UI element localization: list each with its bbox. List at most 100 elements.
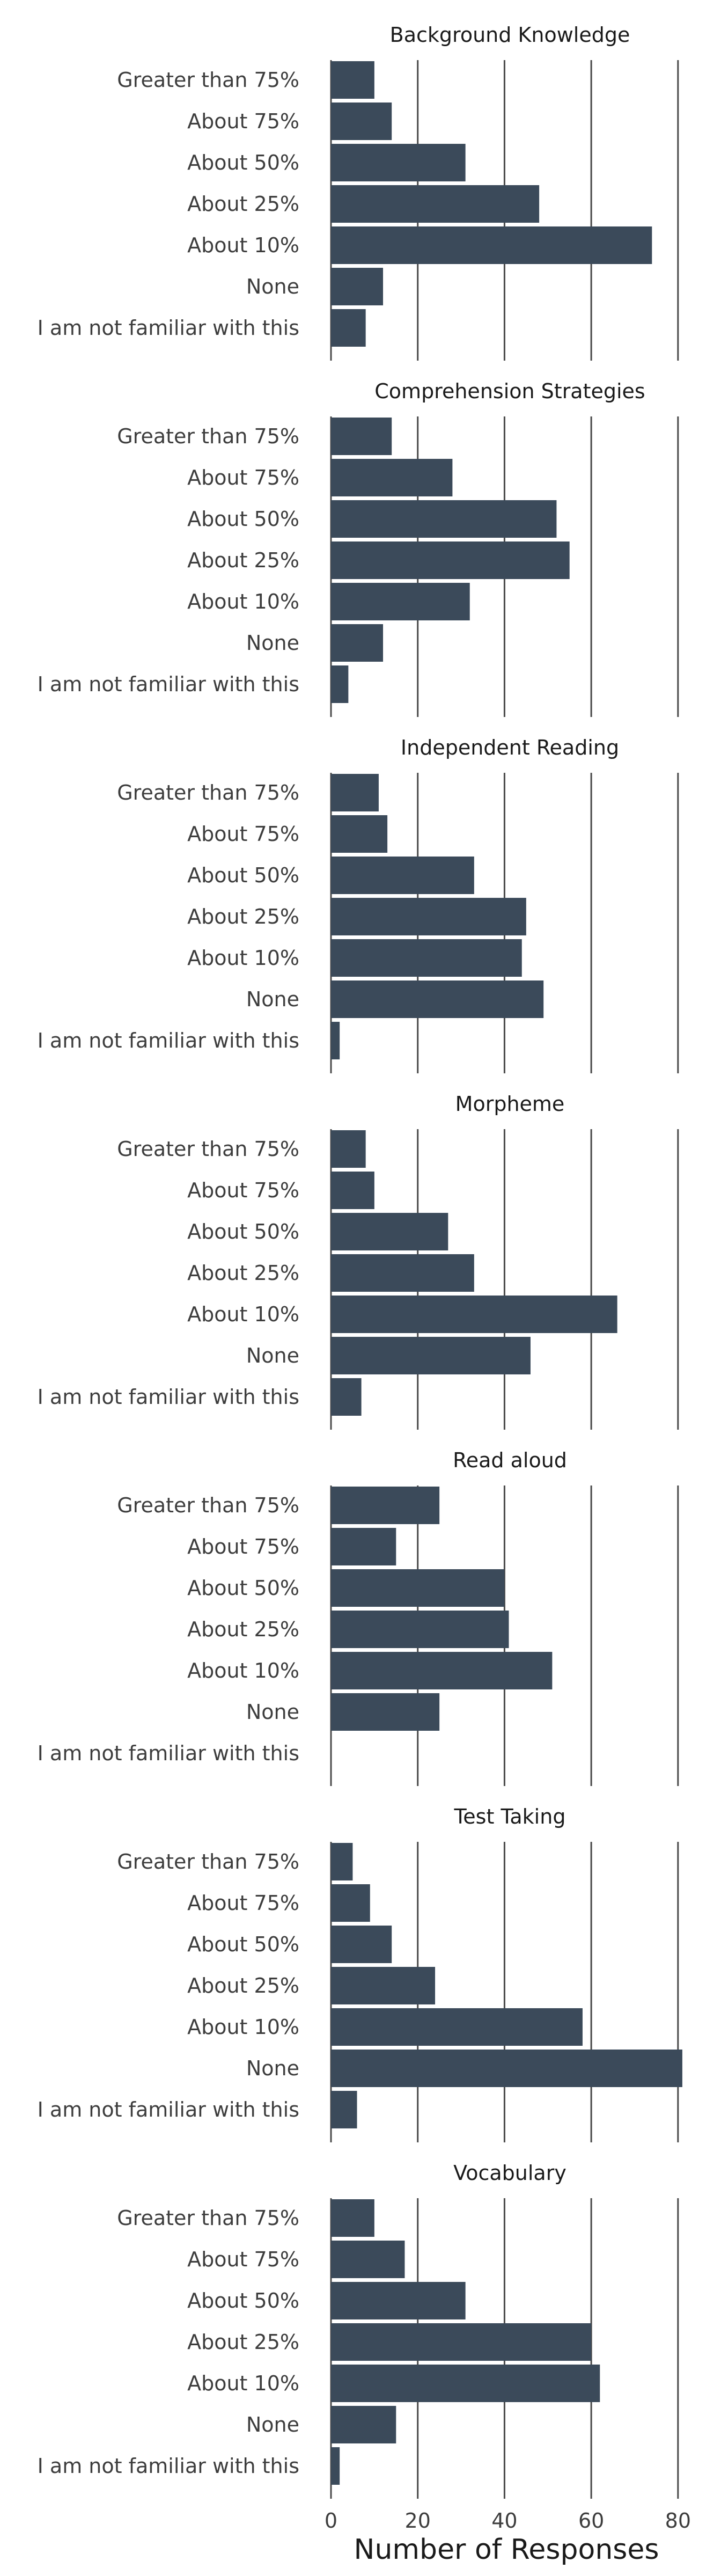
bar	[331, 1130, 366, 1168]
category-label: About 25%	[187, 1618, 299, 1641]
category-label: About 75%	[187, 466, 299, 489]
category-label: About 25%	[187, 548, 299, 572]
bar	[331, 1487, 440, 1524]
category-label: About 10%	[187, 590, 299, 613]
category-label: About 10%	[187, 2372, 299, 2395]
category-label: I am not familiar with this	[38, 1385, 299, 1409]
category-label: About 50%	[187, 151, 299, 174]
bar	[331, 1843, 353, 1880]
category-label: None	[246, 987, 299, 1011]
x-tick-label: 0	[325, 2509, 337, 2533]
category-label: About 25%	[187, 1974, 299, 1997]
category-label: None	[246, 2057, 299, 2080]
category-label: Greater than 75%	[117, 1494, 299, 1517]
panel-title: Comprehension Strategies	[374, 379, 645, 403]
category-label: About 25%	[187, 905, 299, 928]
category-label: About 75%	[187, 2248, 299, 2271]
bar	[331, 144, 466, 181]
x-axis: 0 20 40 60 80	[325, 2509, 691, 2533]
bar	[331, 2199, 374, 2237]
bar	[331, 268, 384, 305]
category-label: About 25%	[187, 1261, 299, 1285]
category-label: About 10%	[187, 1302, 299, 1326]
bar	[331, 1693, 440, 1731]
category-label: I am not familiar with this	[38, 1741, 299, 1765]
category-label: About 10%	[187, 1659, 299, 1682]
bar	[331, 1296, 617, 1333]
bar	[331, 418, 392, 455]
category-label: None	[246, 1344, 299, 1367]
category-label: About 50%	[187, 1933, 299, 1956]
category-label: Greater than 75%	[117, 781, 299, 804]
category-label: Greater than 75%	[117, 2206, 299, 2230]
bar	[331, 1172, 374, 1209]
x-tick-label: 40	[491, 2509, 517, 2533]
category-label: About 10%	[187, 2015, 299, 2039]
panel-title: Morpheme	[455, 1092, 565, 1116]
panel: Comprehension Strategies Greater than 75%…	[38, 379, 679, 717]
category-label: About 50%	[187, 1220, 299, 1243]
category-label: I am not familiar with this	[38, 1029, 299, 1052]
bar	[331, 1967, 436, 2004]
category-label: I am not familiar with this	[38, 2454, 299, 2478]
category-label: About 50%	[187, 863, 299, 887]
bar	[331, 1652, 553, 1689]
bar	[331, 898, 526, 935]
category-label: About 50%	[187, 1576, 299, 1600]
bar	[331, 541, 570, 579]
bar	[331, 2282, 466, 2319]
category-label: None	[246, 2413, 299, 2436]
bar	[331, 459, 453, 496]
category-label: About 10%	[187, 946, 299, 970]
category-label: Greater than 75%	[117, 425, 299, 448]
category-label: I am not familiar with this	[38, 2098, 299, 2121]
bar	[331, 624, 384, 662]
bar	[331, 665, 349, 703]
panel-title: Read aloud	[453, 1448, 567, 1472]
panel-title: Test Taking	[454, 1805, 566, 1828]
bar	[331, 2323, 592, 2361]
x-tick-label: 20	[405, 2509, 431, 2533]
bar	[331, 1022, 340, 1059]
bar	[331, 103, 392, 140]
x-axis-title: Number of Responses	[354, 2534, 659, 2566]
bar	[331, 2365, 600, 2402]
panel: Independent Reading Greater than 75% About…	[38, 736, 679, 1073]
bar	[331, 309, 366, 347]
x-tick-label: 60	[578, 2509, 604, 2533]
bar	[331, 2050, 682, 2087]
panel-title: Independent Reading	[401, 736, 619, 759]
bar	[331, 980, 544, 1018]
panel-title: Vocabulary	[453, 2161, 566, 2185]
bar	[331, 2447, 340, 2485]
bar	[331, 500, 557, 538]
category-label: I am not familiar with this	[38, 672, 299, 696]
bar	[331, 1926, 392, 1963]
bar	[331, 1569, 505, 1607]
category-label: About 50%	[187, 2289, 299, 2312]
category-label: About 75%	[187, 822, 299, 846]
panel: Vocabulary Greater than 75% About 75% About…	[38, 2161, 679, 2499]
category-label: About 75%	[187, 109, 299, 133]
bar	[331, 2406, 396, 2443]
category-label: Greater than 75%	[117, 1850, 299, 1874]
category-label: None	[246, 631, 299, 655]
bar	[331, 939, 522, 977]
category-label: About 25%	[187, 192, 299, 216]
bar	[331, 1378, 362, 1416]
category-label: About 25%	[187, 2330, 299, 2354]
bar	[331, 2008, 583, 2046]
bar	[331, 1213, 448, 1250]
bar	[331, 1337, 531, 1374]
category-label: Greater than 75%	[117, 68, 299, 92]
panel-title: Background Knowledge	[390, 23, 630, 47]
bar	[331, 61, 374, 99]
bar	[331, 2091, 357, 2128]
category-label: Greater than 75%	[117, 1137, 299, 1161]
panel: Morpheme Greater than 75% About 75% About 5…	[38, 1092, 679, 1430]
bar	[331, 774, 379, 811]
category-label: About 75%	[187, 1535, 299, 1558]
bar	[331, 583, 470, 620]
category-label: About 75%	[187, 1179, 299, 1202]
